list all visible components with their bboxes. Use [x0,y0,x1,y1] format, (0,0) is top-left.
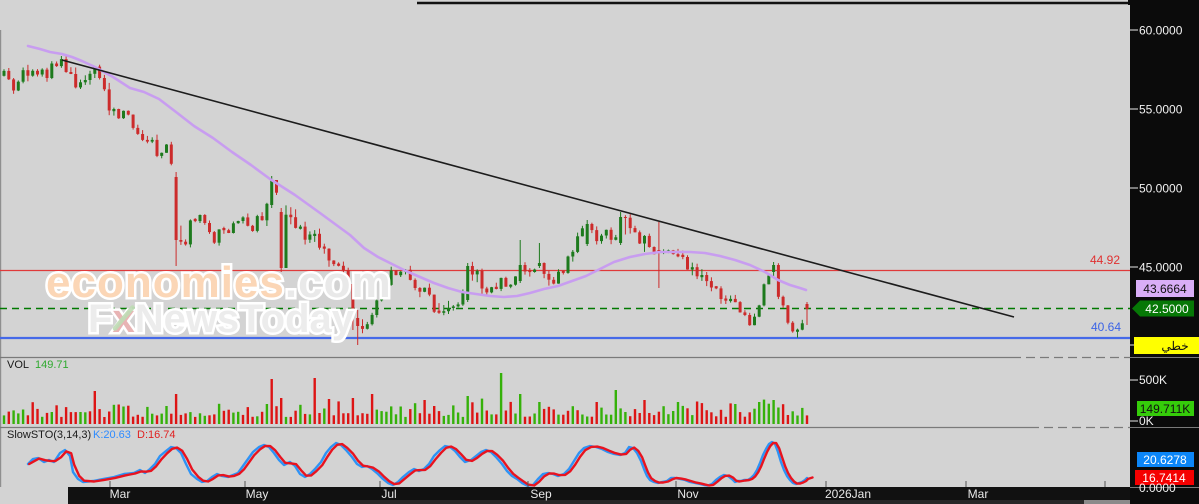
svg-text:20.6278: 20.6278 [1143,453,1187,467]
svg-text:40.64: 40.64 [1091,320,1121,334]
svg-text:60.0000: 60.0000 [1139,24,1183,38]
svg-text:SlowSTO(3,14,3): SlowSTO(3,14,3) [7,429,91,441]
svg-text:Mar: Mar [110,487,131,501]
svg-text:VOL: VOL [7,359,29,371]
svg-text:Sep: Sep [530,487,552,501]
svg-text:43.6664: 43.6664 [1143,282,1187,296]
svg-text:42.5000: 42.5000 [1145,302,1189,316]
svg-text:0.0000: 0.0000 [1139,481,1176,495]
svg-text:149.711K: 149.711K [1140,402,1191,416]
svg-text:خطي: خطي [1161,339,1188,353]
svg-text:Mar: Mar [968,487,989,501]
svg-text:FxNewsToday: FxNewsToday [88,297,355,341]
svg-text:K:20.63: K:20.63 [93,429,131,441]
svg-text:45.0000: 45.0000 [1139,261,1183,275]
svg-text:D:16.74: D:16.74 [137,429,176,441]
svg-text:55.0000: 55.0000 [1139,103,1183,117]
svg-text:Nov: Nov [677,487,698,501]
svg-text:0K: 0K [1139,414,1154,428]
svg-text:16.7414: 16.7414 [1142,471,1186,485]
svg-text:50.0000: 50.0000 [1139,182,1183,196]
svg-text:Jul: Jul [381,487,396,501]
svg-text:2026Jan: 2026Jan [825,487,871,501]
svg-text:500K: 500K [1139,373,1167,387]
svg-text:149.71: 149.71 [35,359,69,371]
svg-text:economies.com: economies.com [46,258,392,307]
svg-text:May: May [246,487,269,501]
svg-text:44.92: 44.92 [1090,253,1120,267]
